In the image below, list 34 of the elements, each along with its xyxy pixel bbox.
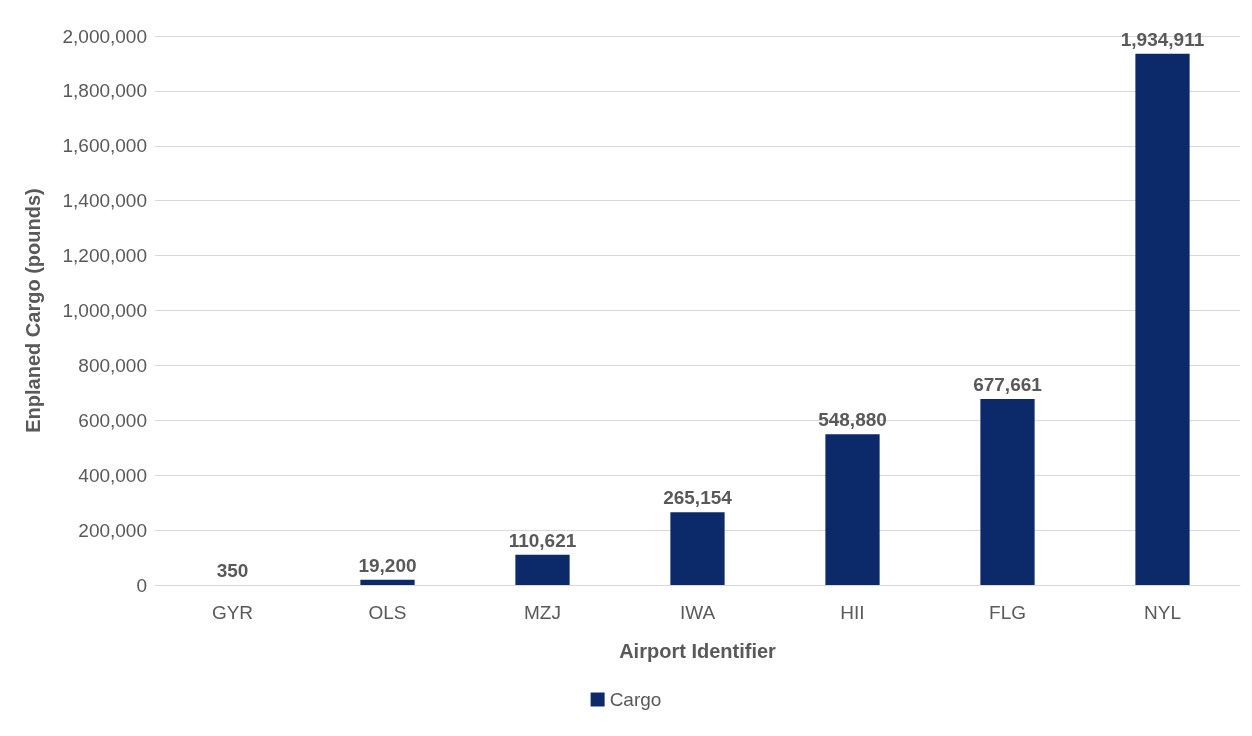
data-label: 19,200 (358, 554, 417, 576)
y-tick-label: 200,000 (78, 519, 147, 541)
x-tick-label: FLG (989, 602, 1026, 623)
y-tick-label: 0 (136, 574, 147, 596)
y-tick-label: 1,400,000 (62, 190, 147, 212)
y-tick-label: 1,800,000 (62, 80, 147, 102)
x-tick-label: IWA (679, 602, 716, 623)
bar (360, 579, 415, 585)
data-label: 548,880 (818, 409, 887, 431)
data-label: 110,621 (508, 529, 577, 551)
y-tick-label: 800,000 (78, 354, 147, 376)
y-tick-label: 1,600,000 (62, 135, 147, 157)
bar (825, 434, 880, 585)
y-tick-label: 1,200,000 (62, 245, 147, 267)
data-label: 265,154 (663, 487, 733, 509)
data-label: 350 (216, 559, 249, 581)
x-tick-label: OLS (368, 602, 407, 623)
bar (1135, 53, 1190, 585)
bar (515, 554, 570, 585)
x-tick-label: MZJ (524, 602, 561, 623)
data-label: 1,934,911 (1120, 28, 1205, 50)
y-tick-label: 400,000 (78, 464, 147, 486)
x-tick-label: GYR (211, 602, 254, 623)
y-tick-label: 600,000 (78, 409, 147, 431)
y-tick-label: 1,000,000 (62, 300, 147, 321)
bar (980, 398, 1035, 585)
bar (670, 512, 725, 585)
y-tick-label: 2,000,000 (62, 25, 147, 47)
x-tick-label: NYL (1144, 602, 1181, 623)
data-label: 677,661 (973, 373, 1043, 395)
legend-label: Cargo (609, 689, 662, 710)
x-axis-title: Airport Identifier (619, 640, 777, 662)
y-axis-title: Enplaned Cargo (pounds) (22, 188, 44, 433)
x-tick-label: HII (840, 602, 865, 623)
